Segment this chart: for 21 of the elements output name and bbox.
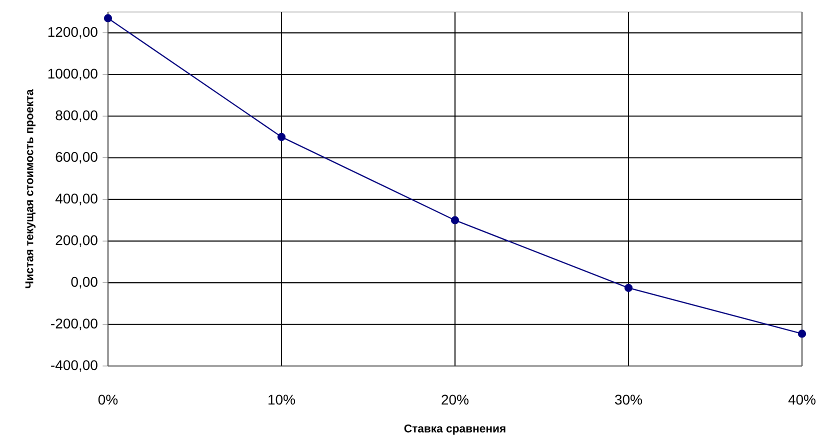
point [450, 216, 460, 224]
y-tick-label: -200,00 [51, 318, 98, 330]
x-tick-label: 0% [98, 394, 118, 405]
x-tick-label: 20% [442, 394, 468, 405]
y-tick-label: 1000,00 [48, 68, 98, 80]
y-tick-label: 600,00 [56, 152, 98, 164]
y-tick-label: 200,00 [56, 235, 98, 247]
x-tick-label: 40% [788, 394, 816, 405]
x-tick-label: 10% [268, 394, 295, 405]
y-tick-label: 400,00 [55, 194, 98, 206]
point [277, 132, 286, 142]
y-tick-label: 1200,00 [48, 27, 98, 39]
y-axis-title: Чистая текущая стоимость проекта [25, 89, 36, 288]
y-tick-label: 0,00 [71, 276, 98, 288]
point [624, 284, 633, 292]
point [798, 330, 806, 338]
point [104, 14, 112, 22]
x-tick-label: 30% [615, 394, 642, 405]
x-axis-title: Ставка сравнения [404, 424, 506, 435]
y-tick-label: -400,00 [51, 360, 98, 372]
y-tick-label: 800,00 [56, 110, 98, 122]
